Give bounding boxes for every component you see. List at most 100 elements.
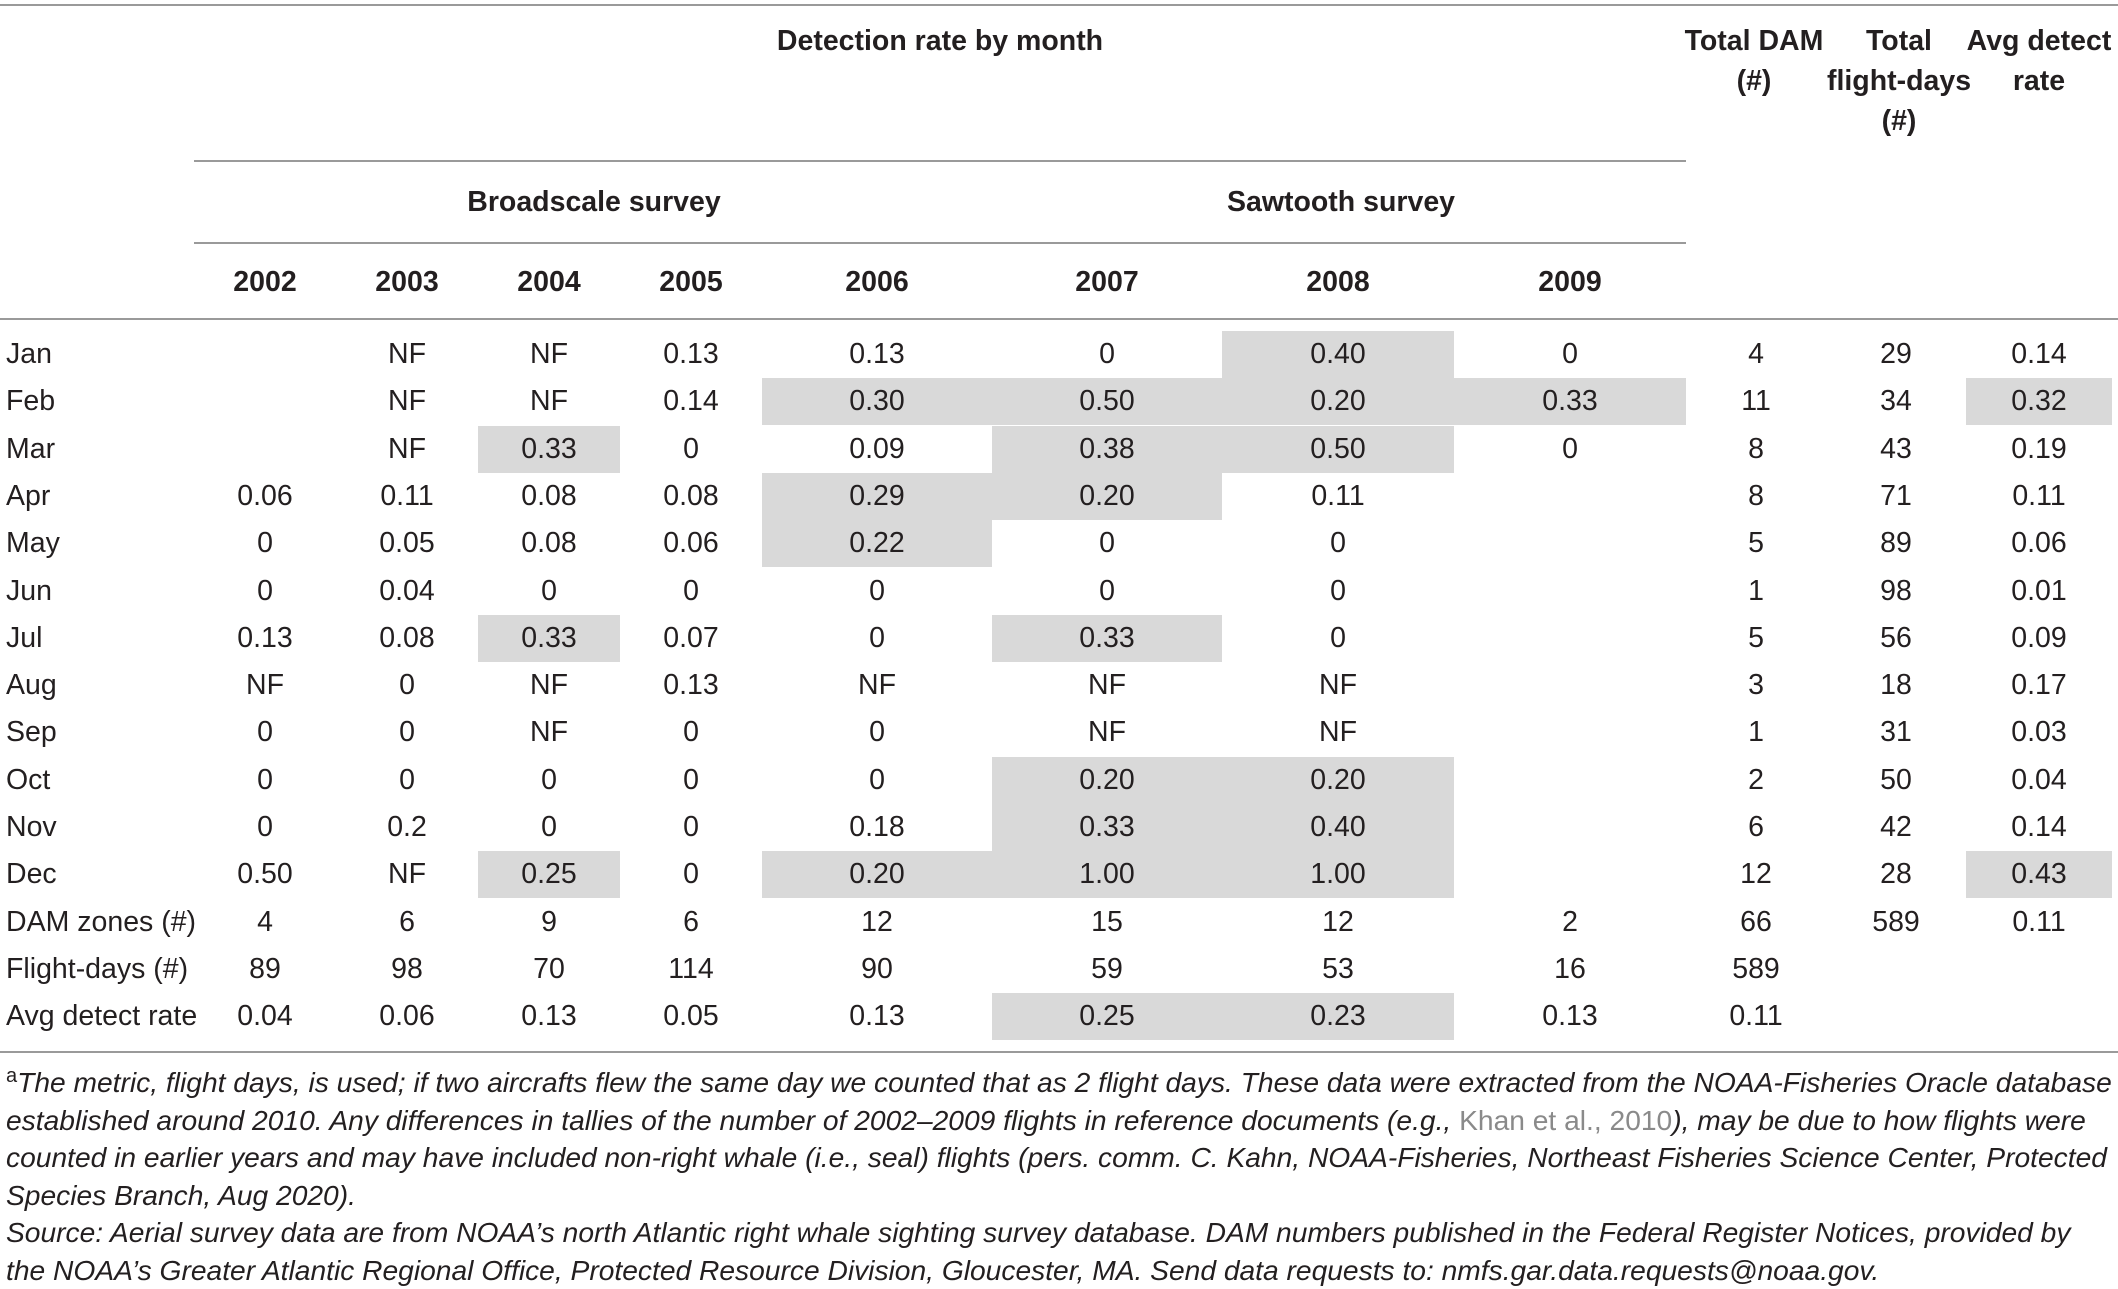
table-cell: 12 [861,905,893,938]
table-cell: NF [1088,669,1126,702]
table-cell: 0 [869,763,885,796]
table-cell: 0 [869,574,885,607]
table-cell: 0.13 [1542,1000,1598,1033]
table-cell: 89 [1880,527,1912,560]
table-cell: NF [246,669,284,702]
table-cell [1454,473,1686,520]
table-cell: 0.08 [521,479,577,512]
sawtooth-survey-header: Sawtooth survey [1226,186,1456,218]
header-subrule-2 [194,242,1686,244]
table-cell: 0 [1099,338,1115,370]
header-subrule-1 [194,160,1686,162]
table-cell: 0 [257,716,273,749]
table-cell [1454,662,1686,709]
row-label: Feb [6,385,56,418]
table-cell: 0.06 [379,1000,435,1033]
row-label: Sep [6,716,57,749]
table-cell: 0 [1330,574,1346,607]
table-cell: 8 [1748,432,1764,465]
table-cell [1454,851,1686,898]
table-cell: 0.07 [663,621,719,654]
table-cell: 0.08 [521,527,577,560]
table-cell: 0.13 [663,338,719,370]
year-header: 2004 [517,266,581,298]
table-cell: 0.13 [849,338,905,370]
table-cell: 1.00 [992,851,1222,899]
table-cell: 31 [1880,716,1912,749]
table-cell: 0.01 [2011,574,2067,607]
table-cell: 0.50 [1222,425,1454,473]
table-cell [1454,709,1686,756]
header-bottom-rule [0,318,2118,320]
table-cell [1454,520,1686,567]
total-dam-header: Total DAM (#) [1676,21,1832,101]
table-cell: 0.20 [992,756,1222,804]
table-cell: 4 [257,905,273,938]
table-cell: 0.04 [379,574,435,607]
table-cell: 0 [257,574,273,607]
table-cell: NF [530,338,568,370]
table-cell: 0.33 [478,425,620,473]
top-rule [0,4,2118,6]
row-label: Oct [6,763,51,796]
table-cell: 98 [391,952,423,985]
row-label: Apr [6,479,51,512]
table-cell [1826,946,1966,993]
table-cell: 0.40 [1222,804,1454,851]
footnote-text-2: ), may be due to how flights were counte… [6,1103,2107,1211]
table-cell: NF [530,385,568,418]
table-cell: 0.40 [1222,331,1454,378]
reference-link[interactable]: Khan et al., 2010 [1459,1103,1673,1136]
table-cell: 0 [683,574,699,607]
table-cell: 5 [1748,527,1764,560]
table-cell: 6 [1748,811,1764,843]
row-label: Flight-days (#) [6,952,189,985]
table-cell: 90 [861,952,893,985]
table-cell: 0.09 [2011,621,2067,654]
table-cell: 0.50 [992,378,1222,426]
table-cell: 0.32 [1966,378,2112,426]
table-cell: 28 [1880,858,1912,891]
table-cell: 0 [257,763,273,796]
table-cell: 0.30 [762,378,992,426]
table-cell: 0.22 [762,520,992,568]
row-label: Avg detect rate [6,1000,198,1033]
table-cell: 0 [399,716,415,749]
table-cell: NF [530,716,568,749]
year-header: 2007 [1075,266,1139,298]
broadscale-survey-header: Broadscale survey [467,186,721,218]
table-cell: 5 [1748,621,1764,654]
table-cell: 0 [683,432,699,465]
table-cell: 0 [683,858,699,891]
table-cell: 0.11 [1311,479,1365,512]
year-header: 2008 [1306,266,1370,298]
table-cell [1454,615,1686,662]
table-cell: 6 [399,905,415,938]
footnote-text-1: The metric, flight days, is used; if two… [6,1066,2112,1136]
detection-rate-title: Detection rate by month [776,25,1104,57]
table-cell: 0 [541,574,557,607]
table-cell: 0.11 [1729,1000,1783,1033]
avg-detect-rate-header-line-1: Avg detect [1966,25,2112,57]
table-cell: 0.13 [237,621,293,654]
table-cell: 18 [1880,669,1912,702]
table-cell: 0.13 [663,669,719,702]
table-cell: 0.13 [849,1000,905,1033]
table-cell: 43 [1880,432,1912,465]
table-cell: 0.20 [1222,756,1454,804]
table-cell: 589 [1732,952,1780,985]
table-cell: 0.08 [663,479,719,512]
footnote-source: Source: Aerial survey data are from NOAA… [6,1216,2071,1286]
footnote-metric: aThe metric, flight days, is used; if tw… [6,1058,2112,1214]
table-cell: 0.33 [992,804,1222,851]
table-cell: 0.20 [1222,378,1454,426]
table-cell: 0 [683,716,699,749]
total-flight-days-header-line-1: Total [1866,25,1932,57]
table-bottom-rule [0,1051,2118,1053]
table-cell: 0 [399,763,415,796]
footnote-marker: a [6,1065,18,1087]
total-dam-header-line-2: (#) [1736,65,1772,97]
table-cell: 0.29 [762,472,992,520]
table-cell: 0.25 [992,993,1222,1041]
table-cell: NF [530,669,568,702]
